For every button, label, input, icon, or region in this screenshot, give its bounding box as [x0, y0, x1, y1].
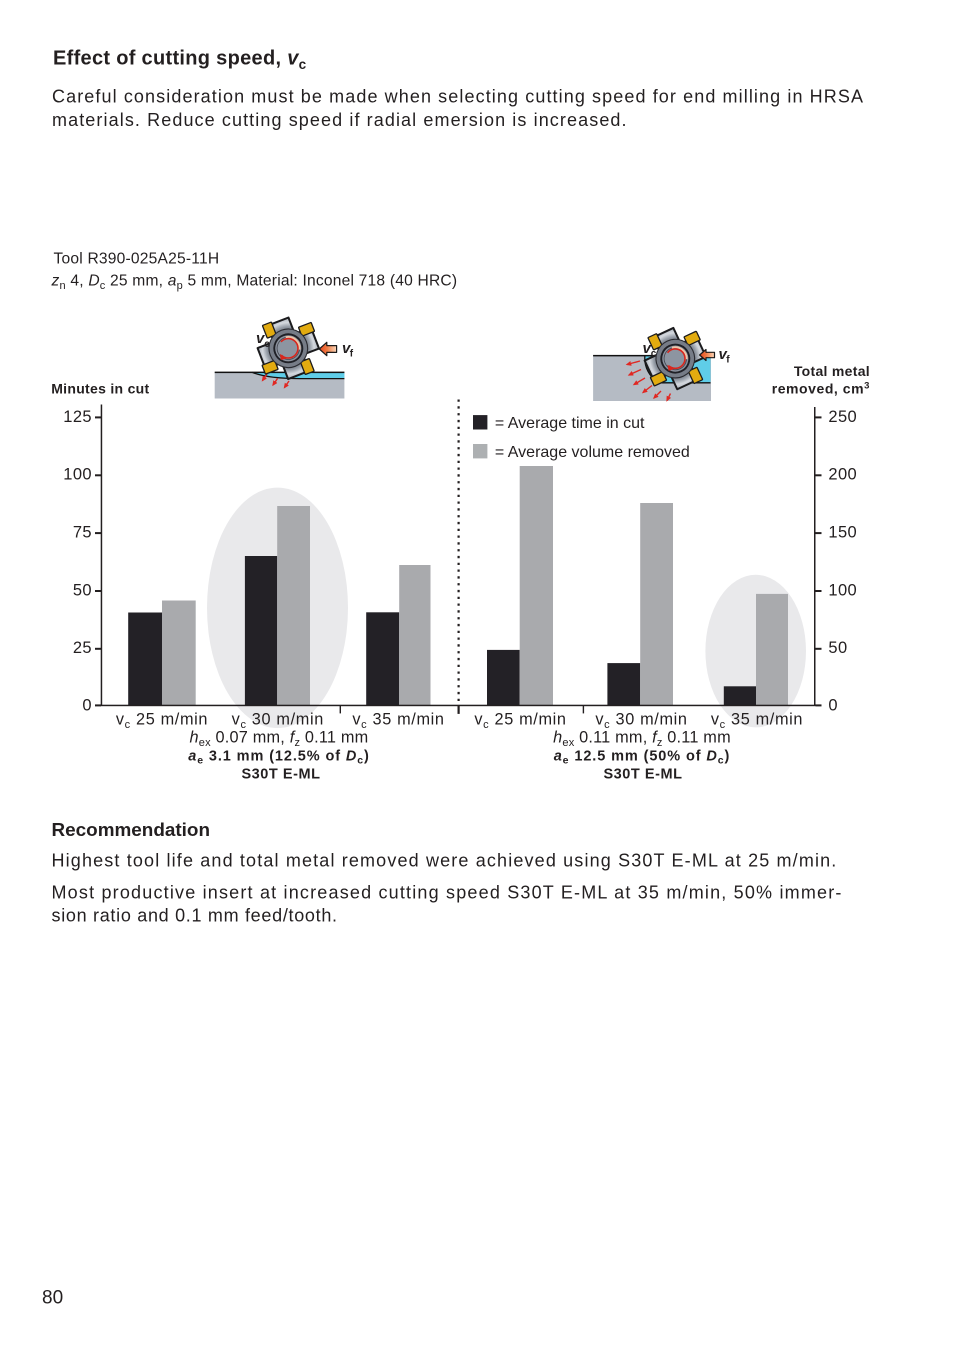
svg-text:0: 0 — [82, 697, 92, 715]
svg-text:c: c — [264, 339, 270, 350]
svg-text:v: v — [643, 340, 653, 357]
svg-text:vc 35 m/min: vc 35 m/min — [352, 711, 444, 732]
svg-text:Careful consideration must be: Careful consideration must be made when … — [52, 87, 864, 107]
svg-text:100: 100 — [828, 581, 857, 599]
svg-text:ae 3.1 mm (12.5% of Dc): ae 3.1 mm (12.5% of Dc) — [188, 749, 370, 767]
svg-text:100: 100 — [63, 466, 92, 484]
svg-text:Recommendation: Recommendation — [52, 820, 211, 841]
svg-text:removed, cm3: removed, cm3 — [772, 381, 870, 397]
svg-text:Minutes in cut: Minutes in cut — [51, 380, 149, 396]
svg-text:Highest tool life and total me: Highest tool life and total metal remove… — [52, 850, 838, 870]
svg-text:250: 250 — [828, 408, 857, 426]
svg-text:sion ratio and 0.1 mm feed/too: sion ratio and 0.1 mm feed/tooth. — [52, 906, 338, 926]
svg-text:Effect of cutting speed, vc: Effect of cutting speed, vc — [53, 47, 307, 72]
svg-text:50: 50 — [73, 581, 92, 599]
svg-text:vc 25 m/min: vc 25 m/min — [116, 711, 208, 732]
svg-text:200: 200 — [828, 466, 857, 484]
svg-text:0: 0 — [828, 697, 838, 715]
svg-text:125: 125 — [63, 408, 92, 426]
svg-text:vc 35 m/min: vc 35 m/min — [711, 711, 803, 732]
svg-text:S30T E-ML: S30T E-ML — [603, 766, 682, 782]
svg-text:150: 150 — [828, 524, 857, 542]
svg-text:v: v — [719, 346, 729, 363]
svg-text:f: f — [726, 355, 730, 366]
svg-text:vc 30 m/min: vc 30 m/min — [232, 711, 324, 732]
svg-text:zn 4, Dc 25 mm, ap 5 mm, Mater: zn 4, Dc 25 mm, ap 5 mm, Material: Incon… — [51, 272, 458, 292]
svg-text:materials. Reduce cutting spee: materials. Reduce cutting speed if radia… — [52, 110, 628, 130]
svg-text:ae 12.5 mm (50% of Dc): ae 12.5 mm (50% of Dc) — [554, 749, 731, 767]
svg-text:50: 50 — [828, 639, 847, 657]
svg-text:80: 80 — [42, 1287, 63, 1308]
svg-text:= Average time in cut: = Average time in cut — [495, 415, 645, 432]
svg-text:hex 0.07 mm, fz 0.11 mm: hex 0.07 mm, fz 0.11 mm — [190, 729, 369, 750]
svg-text:S30T E-ML: S30T E-ML — [241, 766, 320, 782]
svg-text:c: c — [651, 348, 657, 359]
svg-text:v: v — [256, 330, 266, 347]
svg-text:hex 0.11 mm, fz 0.11 mm: hex 0.11 mm, fz 0.11 mm — [553, 729, 731, 750]
svg-text:v: v — [342, 340, 352, 357]
svg-text:Total metal: Total metal — [794, 363, 870, 379]
svg-text:f: f — [350, 348, 354, 359]
svg-text:Most productive insert at incr: Most productive insert at increased cutt… — [52, 882, 843, 902]
svg-text:= Average volume removed: = Average volume removed — [495, 444, 690, 461]
svg-text:25: 25 — [73, 639, 92, 657]
svg-text:vc 25 m/min: vc 25 m/min — [474, 711, 566, 732]
svg-text:Tool R390-025A25-11H: Tool R390-025A25-11H — [54, 251, 220, 268]
svg-text:vc 30 m/min: vc 30 m/min — [595, 711, 687, 732]
svg-text:75: 75 — [73, 524, 92, 542]
